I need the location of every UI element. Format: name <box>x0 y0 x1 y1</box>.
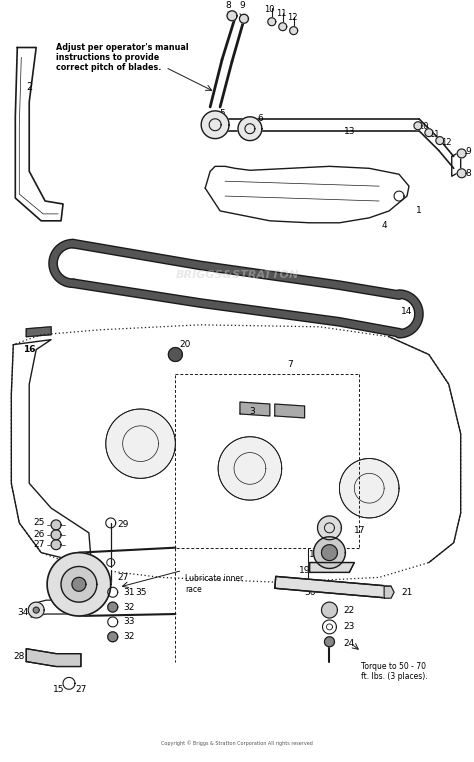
Polygon shape <box>51 539 61 549</box>
Text: 29: 29 <box>117 520 128 530</box>
Polygon shape <box>339 459 399 518</box>
Polygon shape <box>384 586 394 598</box>
Polygon shape <box>318 516 341 539</box>
Polygon shape <box>268 18 276 26</box>
Polygon shape <box>275 576 391 598</box>
Text: 36: 36 <box>304 588 315 597</box>
Text: 20: 20 <box>180 340 191 349</box>
Text: 9: 9 <box>239 2 245 11</box>
Text: 32: 32 <box>123 632 134 642</box>
Polygon shape <box>61 566 97 602</box>
Polygon shape <box>238 117 262 140</box>
Polygon shape <box>436 136 444 145</box>
Text: 13: 13 <box>344 127 355 136</box>
Polygon shape <box>106 409 175 479</box>
Text: 28: 28 <box>14 652 25 661</box>
Text: 23: 23 <box>344 623 355 632</box>
Polygon shape <box>322 620 337 634</box>
Polygon shape <box>321 602 337 618</box>
Text: 2: 2 <box>26 82 32 92</box>
Polygon shape <box>26 648 81 667</box>
Text: 7: 7 <box>287 360 292 369</box>
Polygon shape <box>168 347 182 361</box>
Text: 12: 12 <box>287 13 298 22</box>
Polygon shape <box>26 327 51 337</box>
Polygon shape <box>51 520 61 530</box>
Text: 8: 8 <box>466 168 472 178</box>
Text: 15: 15 <box>53 685 65 693</box>
Polygon shape <box>72 578 86 591</box>
Text: 4: 4 <box>381 221 387 230</box>
Polygon shape <box>227 11 237 21</box>
Text: 16: 16 <box>23 345 36 354</box>
Text: Adjust per operator's manual
instructions to provide
correct pitch of blades.: Adjust per operator's manual instruction… <box>56 43 189 72</box>
Polygon shape <box>239 14 248 23</box>
Text: 9: 9 <box>466 147 472 156</box>
Polygon shape <box>201 111 229 139</box>
Text: 1: 1 <box>416 207 422 216</box>
Text: Lubricate inner
race: Lubricate inner race <box>185 575 244 594</box>
Text: 14: 14 <box>401 307 413 316</box>
Text: 24: 24 <box>344 639 355 648</box>
Polygon shape <box>425 129 433 136</box>
Text: 10: 10 <box>264 5 275 14</box>
Text: 3: 3 <box>249 408 255 417</box>
Polygon shape <box>218 437 282 500</box>
Polygon shape <box>321 545 337 561</box>
Text: 11: 11 <box>276 9 287 18</box>
Polygon shape <box>314 536 346 568</box>
Text: 11: 11 <box>429 130 440 139</box>
Text: 31: 31 <box>123 588 135 597</box>
Polygon shape <box>290 27 298 34</box>
Text: 19: 19 <box>299 566 310 575</box>
Text: 8: 8 <box>225 2 231 11</box>
Text: BRIGGS&STRATTON: BRIGGS&STRATTON <box>175 271 299 280</box>
Text: Copyright © Briggs & Stratton Corporation All rights reserved: Copyright © Briggs & Stratton Corporatio… <box>161 740 313 746</box>
Polygon shape <box>275 404 305 418</box>
Polygon shape <box>28 602 44 618</box>
Text: 26: 26 <box>34 530 45 539</box>
Text: 27: 27 <box>75 685 87 693</box>
Text: 22: 22 <box>344 606 355 615</box>
Text: 18: 18 <box>309 550 320 559</box>
Text: 5: 5 <box>219 110 225 118</box>
Polygon shape <box>457 149 466 158</box>
Text: 33: 33 <box>123 617 135 626</box>
Text: 10: 10 <box>418 122 428 131</box>
Polygon shape <box>325 637 335 647</box>
Text: Torque to 50 - 70
ft. lbs. (3 places).: Torque to 50 - 70 ft. lbs. (3 places). <box>361 661 428 681</box>
Text: 25: 25 <box>34 518 45 527</box>
Text: 12: 12 <box>441 138 452 147</box>
Polygon shape <box>51 530 61 539</box>
Polygon shape <box>457 169 466 178</box>
Polygon shape <box>108 602 118 612</box>
Text: 6: 6 <box>257 114 263 123</box>
Text: 32: 32 <box>123 603 134 612</box>
Text: 21: 21 <box>401 588 413 597</box>
Polygon shape <box>279 23 287 30</box>
Polygon shape <box>108 632 118 642</box>
Text: 27: 27 <box>117 573 128 582</box>
Polygon shape <box>414 122 422 130</box>
Text: 35: 35 <box>135 588 146 597</box>
Text: 34: 34 <box>18 607 29 616</box>
Text: 27: 27 <box>34 540 45 549</box>
Text: 17: 17 <box>354 527 365 536</box>
Polygon shape <box>47 552 111 616</box>
Polygon shape <box>310 562 354 572</box>
Polygon shape <box>33 607 39 613</box>
Polygon shape <box>240 402 270 416</box>
